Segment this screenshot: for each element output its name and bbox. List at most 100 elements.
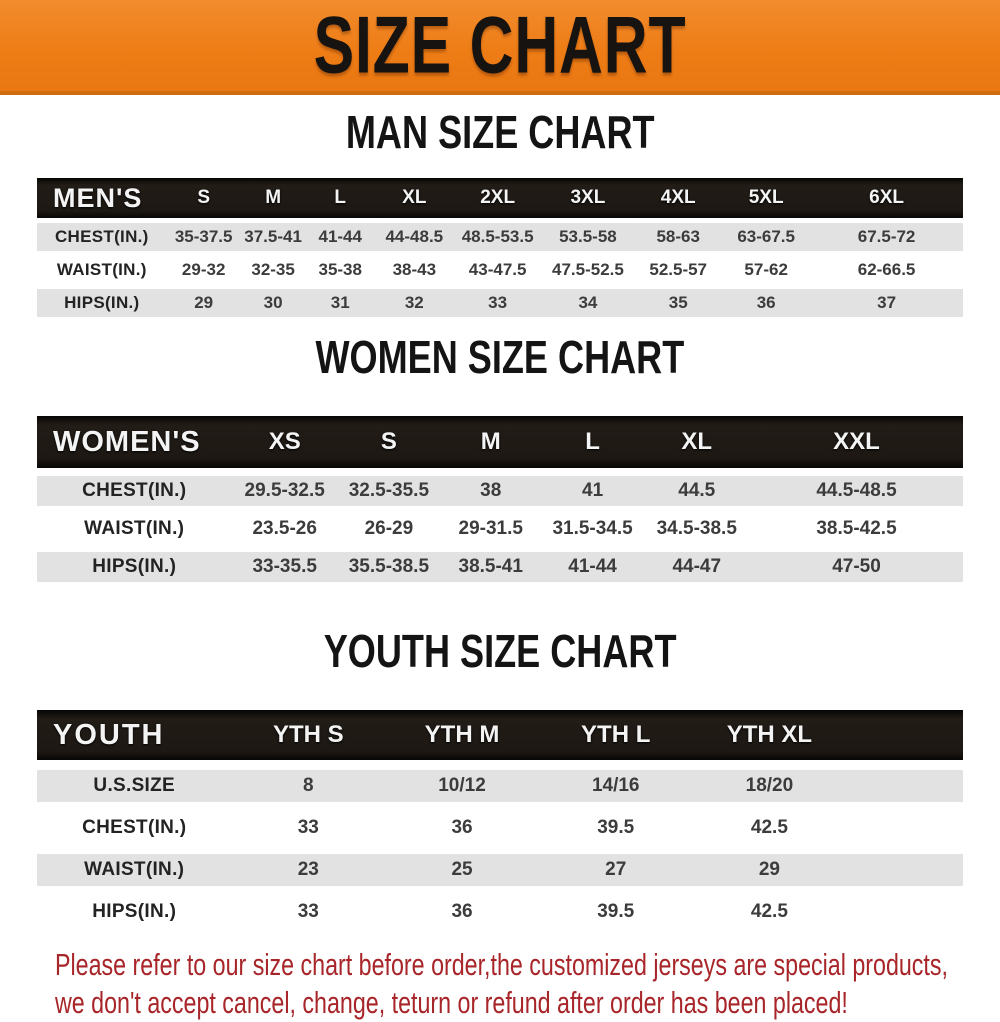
women-col-s: S xyxy=(337,416,440,468)
women-cell-waist-in-m: 29-31.5 xyxy=(439,514,542,544)
youth-col-yth-s: YTH S xyxy=(231,710,386,760)
men-col-6xl: 6XL xyxy=(810,178,963,218)
men-cell-waist-in-xl: 38-43 xyxy=(374,256,454,284)
women-col-m: M xyxy=(439,416,542,468)
youth-cell-hips-in-yth-xl: 42.5 xyxy=(692,896,847,928)
youth-row-waist-in: WAIST(IN.) 23 25 27 29 xyxy=(37,854,963,886)
men-row-hips-in: HIPS(IN.) 29 30 31 32 33 34 35 36 37 xyxy=(37,289,963,317)
disclaimer: Please refer to our size chart before or… xyxy=(55,946,1000,1022)
youth-cell-chest-in-yth-m: 36 xyxy=(385,812,539,844)
youth-col-yth-l: YTH L xyxy=(538,710,693,760)
men-row-label-chest-in: CHEST(IN.) xyxy=(37,223,167,251)
women-cell-hips-in-xs: 33-35.5 xyxy=(231,552,338,582)
women-cell-hips-in-m: 38.5-41 xyxy=(439,552,542,582)
men-cell-hips-in-4xl: 35 xyxy=(634,289,723,317)
youth-size-table: YOUTH YTH S YTH M YTH L YTH XL U.S.SIZE 8 10/12… xyxy=(37,700,963,938)
men-col-l: L xyxy=(305,178,375,218)
banner-title: SIZE CHART xyxy=(313,0,687,91)
youth-section-title-text: YOUTH SIZE CHART xyxy=(323,625,677,678)
youth-cell-u-s-size-yth-m: 10/12 xyxy=(385,770,539,802)
men-row-label-waist-in: WAIST(IN.) xyxy=(37,256,167,284)
men-cell-chest-in-3xl: 53.5-58 xyxy=(541,223,635,251)
men-section-title: MAN SIZE CHART xyxy=(0,106,1000,159)
men-col-4xl: 4XL xyxy=(634,178,723,218)
youth-cell-waist-in-yth-s: 23 xyxy=(231,854,386,886)
youth-cell-waist-in-yth-xl: 29 xyxy=(692,854,847,886)
men-table-label: MEN'S xyxy=(37,178,167,218)
women-cell-chest-in-l: 41 xyxy=(541,476,644,506)
women-cell-hips-in-xxl: 47-50 xyxy=(750,552,963,582)
youth-row-u-s-size: U.S.SIZE 8 10/12 14/16 18/20 xyxy=(37,770,963,802)
men-cell-chest-in-5xl: 63-67.5 xyxy=(722,223,811,251)
men-row-waist-in: WAIST(IN.) 29-32 32-35 35-38 38-43 43-47.5 47.… xyxy=(37,256,963,284)
women-cell-chest-in-xl: 44.5 xyxy=(643,476,750,506)
men-cell-waist-in-m: 32-35 xyxy=(240,256,306,284)
men-col-m: M xyxy=(240,178,306,218)
women-col-l: L xyxy=(541,416,644,468)
men-section-title-text: MAN SIZE CHART xyxy=(345,106,655,159)
women-section-title-text: WOMEN SIZE CHART xyxy=(315,331,685,384)
women-row-waist-in: WAIST(IN.) 23.5-26 26-29 29-31.5 31.5-34.5 34… xyxy=(37,514,963,544)
women-cell-waist-in-s: 26-29 xyxy=(337,514,440,544)
men-col-3xl: 3XL xyxy=(541,178,635,218)
men-cell-waist-in-4xl: 52.5-57 xyxy=(634,256,723,284)
men-cell-waist-in-6xl: 62-66.5 xyxy=(810,256,963,284)
men-cell-waist-in-l: 35-38 xyxy=(305,256,375,284)
disclaimer-line-2: we don't accept cancel, change, teturn o… xyxy=(55,985,848,1020)
women-col-xl: XL xyxy=(643,416,750,468)
women-cell-hips-in-s: 35.5-38.5 xyxy=(337,552,440,582)
men-cell-hips-in-s: 29 xyxy=(166,289,241,317)
men-cell-chest-in-s: 35-37.5 xyxy=(166,223,241,251)
men-cell-chest-in-m: 37.5-41 xyxy=(240,223,306,251)
youth-row-label-u-s-size: U.S.SIZE xyxy=(37,770,232,802)
women-cell-waist-in-xl: 34.5-38.5 xyxy=(643,514,750,544)
men-cell-hips-in-3xl: 34 xyxy=(541,289,635,317)
youth-section-title: YOUTH SIZE CHART xyxy=(0,625,1000,678)
youth-table-label: YOUTH xyxy=(37,710,232,760)
women-cell-waist-in-l: 31.5-34.5 xyxy=(541,514,644,544)
women-row-hips-in: HIPS(IN.) 33-35.5 35.5-38.5 38.5-41 41-44 44-… xyxy=(37,552,963,582)
youth-cell-spacer xyxy=(846,854,963,886)
youth-cell-chest-in-yth-l: 39.5 xyxy=(538,812,693,844)
youth-col-yth-xl: YTH XL xyxy=(692,710,847,760)
women-row-label-chest-in: CHEST(IN.) xyxy=(37,476,232,506)
youth-row-hips-in: HIPS(IN.) 33 36 39.5 42.5 xyxy=(37,896,963,928)
men-cell-waist-in-5xl: 57-62 xyxy=(722,256,811,284)
youth-cell-spacer xyxy=(846,896,963,928)
men-col-5xl: 5XL xyxy=(722,178,811,218)
youth-header-row: YOUTH YTH S YTH M YTH L YTH XL xyxy=(37,710,963,760)
men-cell-waist-in-s: 29-32 xyxy=(166,256,241,284)
women-row-chest-in: CHEST(IN.) 29.5-32.5 32.5-35.5 38 41 44.5 44.5… xyxy=(37,476,963,506)
women-row-label-hips-in: HIPS(IN.) xyxy=(37,552,232,582)
women-cell-waist-in-xs: 23.5-26 xyxy=(231,514,338,544)
banner: SIZE CHART xyxy=(0,0,1000,95)
men-cell-hips-in-m: 30 xyxy=(240,289,306,317)
men-cell-chest-in-6xl: 67.5-72 xyxy=(810,223,963,251)
women-row-label-waist-in: WAIST(IN.) xyxy=(37,514,232,544)
men-cell-hips-in-xl: 32 xyxy=(374,289,454,317)
men-cell-waist-in-2xl: 43-47.5 xyxy=(453,256,542,284)
women-cell-chest-in-m: 38 xyxy=(439,476,542,506)
women-col-xxl: XXL xyxy=(750,416,963,468)
youth-cell-waist-in-yth-l: 27 xyxy=(538,854,693,886)
youth-col-yth-m: YTH M xyxy=(385,710,539,760)
youth-cell-spacer xyxy=(846,770,963,802)
youth-cell-hips-in-yth-s: 33 xyxy=(231,896,386,928)
men-cell-chest-in-l: 41-44 xyxy=(305,223,375,251)
men-cell-chest-in-4xl: 58-63 xyxy=(634,223,723,251)
women-cell-chest-in-xxl: 44.5-48.5 xyxy=(750,476,963,506)
youth-cell-hips-in-yth-l: 39.5 xyxy=(538,896,693,928)
youth-row-label-hips-in: HIPS(IN.) xyxy=(37,896,232,928)
youth-cell-u-s-size-yth-s: 8 xyxy=(231,770,386,802)
men-col-s: S xyxy=(166,178,241,218)
men-cell-hips-in-2xl: 33 xyxy=(453,289,542,317)
men-cell-hips-in-5xl: 36 xyxy=(722,289,811,317)
men-col-xl: XL xyxy=(374,178,454,218)
women-cell-hips-in-l: 41-44 xyxy=(541,552,644,582)
youth-row-label-waist-in: WAIST(IN.) xyxy=(37,854,232,886)
youth-cell-u-s-size-yth-xl: 18/20 xyxy=(692,770,847,802)
women-cell-hips-in-xl: 44-47 xyxy=(643,552,750,582)
men-cell-hips-in-l: 31 xyxy=(305,289,375,317)
youth-cell-waist-in-yth-m: 25 xyxy=(385,854,539,886)
men-header-row: MEN'S S M L XL 2XL 3XL 4XL 5XL 6XL xyxy=(37,178,963,218)
